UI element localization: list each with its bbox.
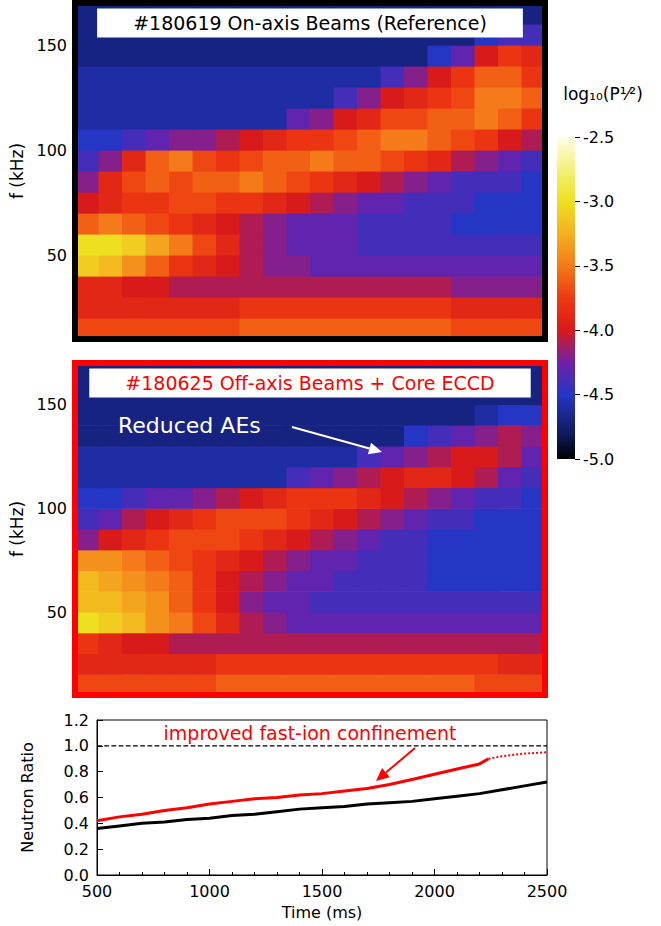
svg-text:100: 100	[36, 141, 67, 160]
svg-text:improved fast-ion confinement: improved fast-ion confinement	[164, 722, 457, 744]
svg-text:-3.0: -3.0	[583, 192, 614, 211]
svg-text:Neutron Ratio: Neutron Ratio	[18, 742, 37, 853]
svg-text:150: 150	[36, 395, 67, 414]
svg-text:500: 500	[82, 882, 113, 901]
svg-text:150: 150	[36, 36, 67, 55]
svg-text:f (kHz): f (kHz)	[7, 501, 27, 557]
svg-text:1000: 1000	[189, 882, 230, 901]
svg-text:0.4: 0.4	[64, 814, 89, 833]
svg-text:0.8: 0.8	[64, 762, 89, 781]
svg-text:100: 100	[36, 499, 67, 518]
svg-text:Reduced AEs: Reduced AEs	[118, 413, 261, 438]
svg-text:0.2: 0.2	[64, 840, 89, 859]
svg-text:Time (ms): Time (ms)	[281, 903, 363, 922]
svg-text:-2.5: -2.5	[583, 128, 614, 147]
svg-text:50: 50	[47, 246, 67, 265]
svg-text:1.0: 1.0	[64, 736, 89, 755]
svg-text:#180619 On-axis Beams (Referen: #180619 On-axis Beams (Reference)	[133, 12, 487, 34]
svg-text:#180625 Off-axis Beams + Core: #180625 Off-axis Beams + Core ECCD	[125, 372, 494, 394]
svg-text:-4.5: -4.5	[583, 385, 614, 404]
svg-text:1.2: 1.2	[64, 711, 89, 730]
svg-text:f (kHz): f (kHz)	[7, 143, 27, 199]
svg-text:-4.0: -4.0	[583, 321, 614, 340]
svg-text:0.6: 0.6	[64, 788, 89, 807]
svg-text:50: 50	[47, 603, 67, 622]
svg-text:1500: 1500	[302, 882, 343, 901]
svg-text:2500: 2500	[527, 882, 568, 901]
svg-text:2000: 2000	[414, 882, 455, 901]
svg-text:-5.0: -5.0	[583, 450, 614, 469]
svg-text:-3.5: -3.5	[583, 256, 614, 275]
svg-text:0.0: 0.0	[63, 865, 89, 885]
svg-text:log₁₀(P¹⁄²): log₁₀(P¹⁄²)	[563, 84, 643, 104]
